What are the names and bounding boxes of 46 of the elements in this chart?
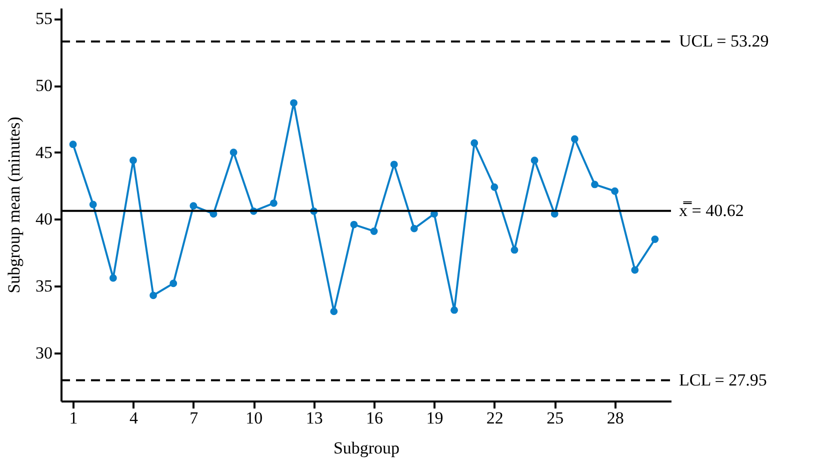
x-axis-title: Subgroup xyxy=(333,438,400,458)
x-tick-label: 10 xyxy=(246,408,263,428)
point xyxy=(450,306,458,314)
y-tick-label: 55 xyxy=(36,9,52,28)
y-tick-label: 50 xyxy=(36,76,52,96)
point xyxy=(109,274,117,282)
point xyxy=(270,199,278,207)
ref-line-label: x̿ = 40.62 xyxy=(679,200,744,220)
point xyxy=(631,266,639,274)
point xyxy=(170,280,178,288)
point xyxy=(69,140,77,148)
x-tick-label: 13 xyxy=(306,408,323,428)
point xyxy=(290,99,298,107)
ref-line-label: UCL = 53.29 xyxy=(679,32,769,51)
ref-line-label: LCL = 27.95 xyxy=(679,370,767,390)
point xyxy=(190,202,198,210)
point xyxy=(230,148,238,156)
point xyxy=(410,224,418,232)
point xyxy=(370,228,378,235)
x-tick-label: 16 xyxy=(366,408,384,428)
x-tick-label: 4 xyxy=(129,408,138,428)
point xyxy=(89,200,97,208)
point xyxy=(530,156,538,164)
point xyxy=(490,183,498,191)
x-tick-label: 19 xyxy=(426,408,444,428)
y-tick-label: 45 xyxy=(36,142,52,162)
y-tick-label: 40 xyxy=(36,210,52,229)
x-tick-label: 25 xyxy=(546,408,564,428)
x-tick-label: 28 xyxy=(606,408,624,428)
point xyxy=(130,156,137,164)
y-tick-label: 30 xyxy=(36,343,52,362)
y-axis-title: Subgroup mean (minutes) xyxy=(4,116,24,294)
x-tick-label: 7 xyxy=(190,408,199,428)
point xyxy=(390,160,398,168)
point xyxy=(350,220,358,228)
x-tick-label: 22 xyxy=(486,408,504,428)
y-tick-label: 35 xyxy=(36,276,52,296)
point xyxy=(510,246,518,254)
point xyxy=(570,135,578,143)
point xyxy=(330,308,338,316)
point xyxy=(470,139,478,147)
point xyxy=(591,180,598,188)
point xyxy=(150,292,158,300)
point xyxy=(651,236,659,243)
x-tick-label: 1 xyxy=(69,408,78,428)
point xyxy=(611,187,619,195)
